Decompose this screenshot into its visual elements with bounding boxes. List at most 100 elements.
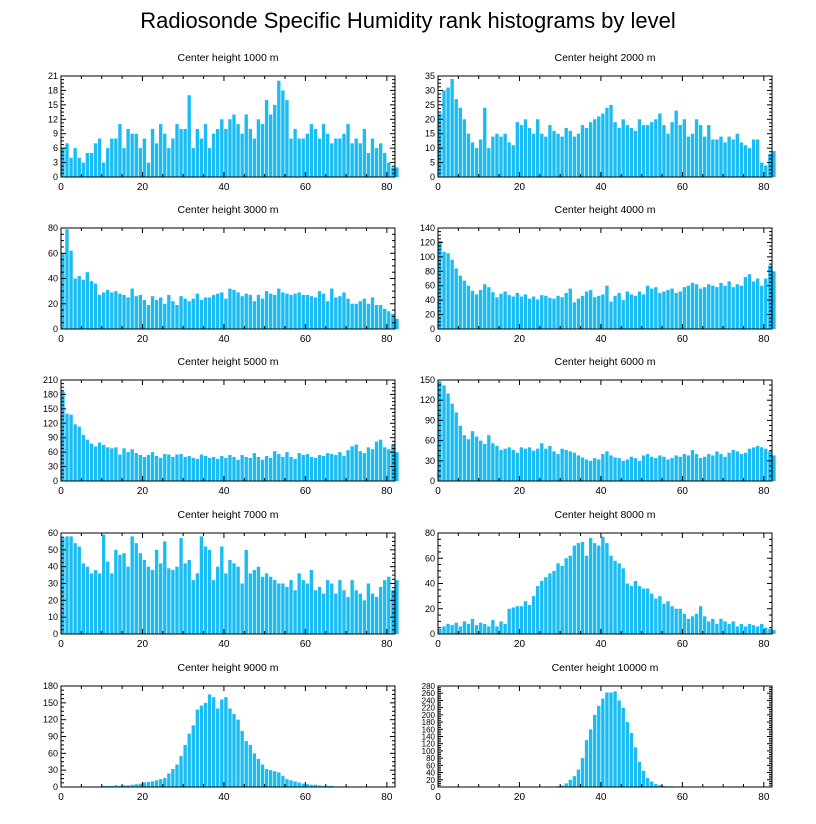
histogram-bar xyxy=(568,555,572,634)
histogram-bar xyxy=(735,451,739,481)
y-tick-label: 20 xyxy=(425,114,435,124)
histogram-bar xyxy=(252,453,257,481)
histogram-bar xyxy=(487,148,491,177)
x-tick-label: 0 xyxy=(435,334,441,345)
y-tick-label: 5 xyxy=(430,158,435,168)
histogram-bar xyxy=(346,450,350,481)
y-tick-label: 50 xyxy=(48,545,58,555)
histogram-bar xyxy=(244,114,248,177)
histogram-bar xyxy=(69,157,73,177)
histogram-bar xyxy=(735,284,739,329)
histogram-bar xyxy=(478,622,483,634)
histogram-bar xyxy=(65,413,69,481)
y-tick-label: 180 xyxy=(43,681,58,691)
histogram-plot: 0 20 40 60 80 0 10 20 30 40 50 60 xyxy=(48,528,399,650)
histogram-bar xyxy=(146,162,151,177)
histogram-bar xyxy=(81,279,85,329)
histogram-bar xyxy=(395,580,399,634)
histogram-bar xyxy=(719,136,723,177)
panel-title: Center height 1000 m xyxy=(177,52,279,64)
histogram-bar xyxy=(474,625,479,634)
histogram-bar xyxy=(118,785,122,787)
histogram-bar xyxy=(470,431,475,481)
histogram-bar xyxy=(609,555,613,634)
histogram-bar xyxy=(633,295,638,329)
histogram-bar xyxy=(698,606,703,634)
y-tick-label: 260 xyxy=(422,689,436,698)
histogram-bar xyxy=(743,452,748,481)
histogram-bar xyxy=(703,136,707,177)
histogram-bar xyxy=(313,784,318,787)
histogram-bar xyxy=(73,543,77,634)
y-tick-label: 200 xyxy=(422,711,436,720)
histogram-bar xyxy=(678,456,682,481)
histogram-bar xyxy=(747,274,752,329)
histogram-bar xyxy=(391,167,395,177)
histogram-bar xyxy=(686,618,691,634)
histogram-bar xyxy=(658,113,662,177)
histogram-bar xyxy=(719,454,723,481)
y-tick-label: 80 xyxy=(425,528,435,538)
x-tick-label: 20 xyxy=(514,486,526,497)
histogram-bar xyxy=(65,143,69,177)
histogram-bar xyxy=(395,167,399,177)
histogram-bar xyxy=(483,284,487,329)
histogram-bar xyxy=(358,451,362,481)
histogram-bar xyxy=(118,124,122,177)
histogram-bar xyxy=(326,785,330,787)
histogram-bar xyxy=(650,593,654,634)
y-tick-label: 180 xyxy=(422,718,436,727)
histogram-bar xyxy=(491,292,495,329)
histogram-bar xyxy=(248,294,252,329)
histogram-bar xyxy=(321,124,326,177)
x-tick-label: 20 xyxy=(137,792,149,803)
histogram-bar xyxy=(527,604,532,634)
histogram-bar xyxy=(387,576,391,634)
histogram-bar xyxy=(317,586,322,634)
histogram-bar xyxy=(613,122,617,177)
histogram-bar xyxy=(191,725,195,787)
histogram-bar xyxy=(354,138,358,177)
histogram-bar xyxy=(686,285,691,329)
histogram-bar xyxy=(442,90,446,177)
histogram-bar xyxy=(203,702,208,787)
histogram-bar xyxy=(122,294,126,329)
y-tick-label: 25 xyxy=(425,100,435,110)
histogram-bar xyxy=(110,785,114,787)
histogram-bar xyxy=(491,620,495,634)
histogram-bar xyxy=(73,424,77,481)
histogram-bar xyxy=(731,621,735,635)
histogram-bar xyxy=(150,296,155,329)
y-tick-label: 40 xyxy=(48,274,58,284)
histogram-bar xyxy=(560,448,564,481)
x-tick-label: 60 xyxy=(677,639,689,650)
histogram-bar xyxy=(584,459,589,481)
histogram-bar xyxy=(334,138,338,177)
y-tick-label: 20 xyxy=(48,595,58,605)
histogram-bar xyxy=(637,119,642,177)
histogram-bar xyxy=(690,616,695,634)
histogram-bar xyxy=(747,623,752,634)
histogram-bar xyxy=(370,138,375,177)
histogram-bar xyxy=(195,458,200,481)
histogram-bar xyxy=(483,623,487,634)
histogram-bar xyxy=(499,621,503,635)
histogram-bar xyxy=(527,447,532,481)
histogram-bar xyxy=(751,281,756,329)
histogram-bar xyxy=(478,139,483,177)
histogram-bar xyxy=(755,139,760,177)
histogram-bar xyxy=(674,292,678,329)
histogram-bar xyxy=(114,291,118,330)
histogram-bar xyxy=(374,596,379,634)
histogram-bar xyxy=(305,784,310,787)
histogram-bar xyxy=(654,287,658,329)
histogram-bar xyxy=(203,124,208,177)
histogram-bar xyxy=(625,459,629,481)
y-tick-label: 60 xyxy=(425,436,435,446)
histogram-bar xyxy=(735,133,739,177)
histogram-bar xyxy=(358,301,362,329)
histogram-bar xyxy=(187,559,191,634)
histogram-bar xyxy=(462,435,467,481)
histogram-bar xyxy=(228,708,232,787)
histogram-bar xyxy=(285,452,289,481)
